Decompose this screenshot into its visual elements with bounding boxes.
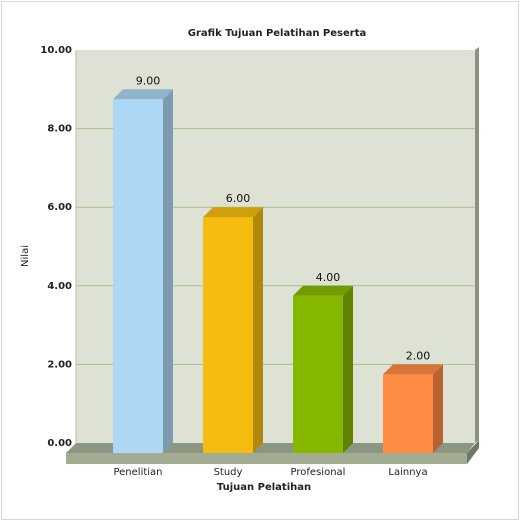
plot-side-wall <box>475 47 479 443</box>
y-tick-label: 2.00 <box>47 359 72 370</box>
bar <box>293 295 343 453</box>
floor-front <box>66 453 467 464</box>
y-tick-label: 8.00 <box>47 124 72 135</box>
bar-side <box>163 89 173 454</box>
bar-top <box>383 364 443 375</box>
plot-area: 0.00 2.00 4.00 6.00 8.00 10.00 9.00 Penelitian 6… <box>40 45 479 478</box>
x-axis-title: Tujuan Pelatihan <box>217 482 311 493</box>
x-tick-label: Study <box>214 467 243 478</box>
x-tick-label: Profesional <box>291 467 346 478</box>
bar-side <box>343 285 353 453</box>
data-label: 9.00 <box>136 74 161 87</box>
x-tick-label: Lainnya <box>388 467 427 478</box>
y-tick-label: 10.00 <box>40 45 72 56</box>
x-tick-label: Penelitian <box>113 467 162 478</box>
bar-side <box>253 207 263 453</box>
bar <box>383 374 433 453</box>
y-tick-label: 6.00 <box>47 202 72 213</box>
bar <box>203 217 253 453</box>
data-label: 6.00 <box>226 192 251 205</box>
bar-top <box>113 89 173 100</box>
data-label: 2.00 <box>406 349 431 362</box>
data-label: 4.00 <box>316 271 341 284</box>
bar-top <box>203 207 263 218</box>
y-axis-title: Nilai <box>20 245 31 267</box>
y-tick-label: 0.00 <box>47 438 72 449</box>
chart-title: Grafik Tujuan Pelatihan Peserta <box>188 28 366 39</box>
y-tick-label: 4.00 <box>47 281 72 292</box>
bar <box>113 99 163 454</box>
bar-side <box>433 364 443 453</box>
bar-top <box>293 285 353 296</box>
floor-side <box>467 440 479 464</box>
